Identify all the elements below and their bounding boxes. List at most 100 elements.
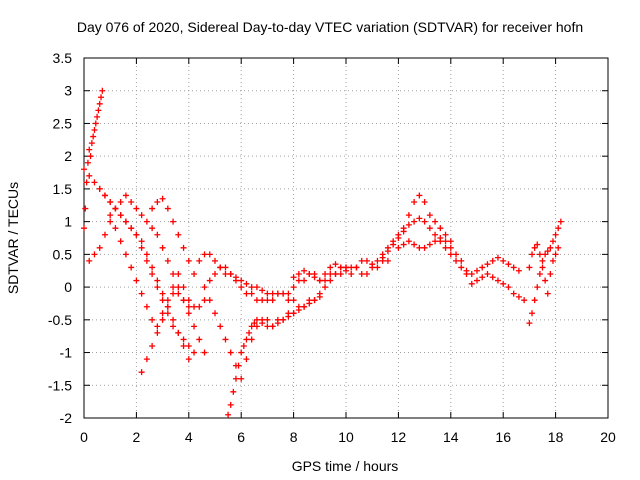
- data-point: [259, 320, 266, 327]
- data-point: [358, 271, 365, 277]
- data-point: [238, 349, 245, 356]
- data-point: [201, 297, 208, 304]
- data-point: [259, 287, 266, 294]
- data-point: [170, 316, 177, 323]
- data-point: [426, 241, 433, 248]
- data-point: [280, 290, 287, 297]
- data-point: [91, 179, 98, 186]
- data-point: [164, 205, 171, 212]
- data-point: [201, 349, 208, 356]
- data-point: [311, 274, 318, 281]
- data-point: [149, 225, 156, 232]
- data-point: [196, 257, 203, 264]
- data-point: [99, 87, 106, 94]
- data-point: [154, 323, 161, 330]
- data-point: [285, 297, 292, 304]
- data-point: [92, 120, 99, 127]
- data-point: [484, 271, 491, 277]
- data-point: [159, 310, 166, 317]
- series-tracks-k: [379, 215, 522, 277]
- data-point: [301, 277, 308, 284]
- data-point: [536, 251, 543, 258]
- data-point: [159, 290, 166, 297]
- data-point: [175, 271, 182, 277]
- series-tracks-d: [96, 185, 198, 356]
- data-point: [201, 284, 208, 291]
- data-point: [549, 238, 556, 245]
- data-point: [117, 212, 124, 219]
- data-point: [463, 271, 470, 277]
- data-point: [290, 310, 297, 317]
- data-point: [542, 251, 549, 258]
- x-tick-labels: 0 2 4 6 8 10 12 14 16 18 20: [80, 429, 616, 445]
- data-point: [494, 277, 501, 284]
- x-tick-label: 18: [548, 429, 564, 445]
- data-point: [149, 264, 156, 271]
- data-point: [442, 244, 449, 251]
- data-point: [322, 271, 329, 277]
- data-point: [246, 329, 253, 336]
- data-point: [196, 303, 203, 310]
- data-point: [128, 225, 135, 232]
- data-point: [358, 257, 365, 264]
- axis-ticks: [83, 57, 609, 419]
- series-tracks-m: [526, 218, 564, 327]
- data-point: [175, 284, 182, 291]
- data-point: [107, 212, 114, 219]
- y-axis-label: SDTVAR / TECUs: [5, 182, 21, 294]
- data-point: [86, 146, 93, 153]
- data-point: [327, 271, 334, 277]
- data-point: [290, 274, 297, 281]
- data-point: [327, 277, 334, 284]
- data-point: [225, 411, 232, 418]
- data-point: [468, 280, 475, 287]
- data-point: [240, 343, 247, 349]
- data-point: [175, 231, 182, 238]
- data-point: [426, 212, 433, 219]
- data-point: [521, 297, 528, 304]
- series-tracks-a: [81, 87, 106, 232]
- series-tracks-b: [81, 166, 192, 363]
- data-point: [243, 280, 250, 287]
- data-point: [133, 205, 140, 212]
- data-point: [170, 218, 177, 225]
- data-point: [264, 316, 271, 323]
- data-point: [138, 244, 145, 251]
- y-tick-label: -1.5: [48, 377, 72, 393]
- data-point: [421, 199, 428, 205]
- data-point: [170, 271, 177, 277]
- data-point: [539, 257, 546, 264]
- data-point: [170, 323, 177, 330]
- data-point: [191, 271, 198, 277]
- data-point: [206, 297, 213, 304]
- data-point: [217, 264, 224, 271]
- data-point: [316, 293, 323, 300]
- data-point: [453, 257, 460, 264]
- data-point: [489, 257, 496, 264]
- data-point: [253, 316, 260, 323]
- data-point: [529, 310, 536, 317]
- data-point: [332, 261, 339, 268]
- data-point: [264, 290, 271, 297]
- data-point: [112, 225, 119, 232]
- data-point: [217, 323, 224, 330]
- data-point: [337, 264, 344, 271]
- data-point: [285, 290, 292, 297]
- data-point: [458, 257, 465, 264]
- y-tick-label: -1: [60, 345, 73, 361]
- data-point: [421, 244, 428, 251]
- data-point: [128, 199, 135, 205]
- data-point: [232, 375, 239, 382]
- data-point: [526, 320, 533, 327]
- y-tick-label: -2: [60, 410, 73, 426]
- data-point: [534, 241, 541, 248]
- data-point: [253, 297, 260, 304]
- data-point: [95, 107, 102, 114]
- data-point: [474, 277, 480, 284]
- data-point: [311, 297, 318, 304]
- data-point: [494, 254, 501, 261]
- data-point: [259, 297, 266, 304]
- data-point: [421, 218, 428, 225]
- data-point: [117, 238, 124, 245]
- data-point: [222, 336, 229, 343]
